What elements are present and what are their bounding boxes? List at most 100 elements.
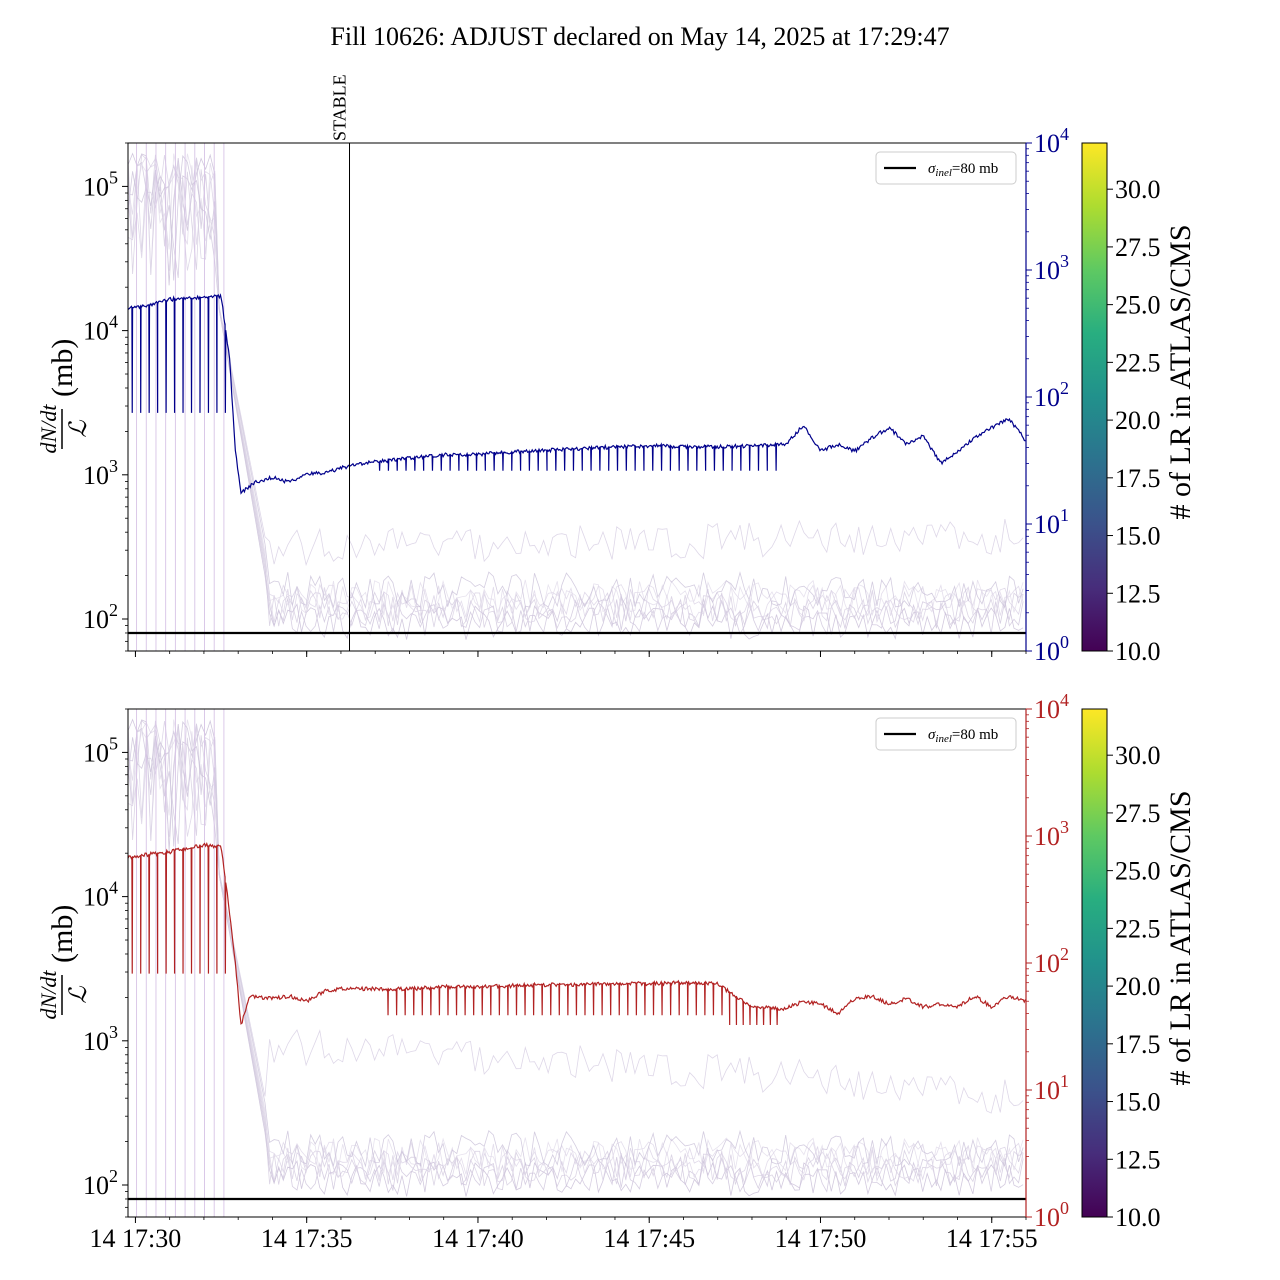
tick-exponent: 5 — [109, 167, 118, 187]
stable-label: STABLE — [330, 74, 350, 141]
colorbar-tick-label: 17.5 — [1115, 1030, 1161, 1059]
tick-exponent: 4 — [1060, 124, 1069, 144]
colorbar-tick-label: 22.5 — [1115, 348, 1161, 377]
background-series-line — [128, 724, 1024, 1184]
tick-exponent: 3 — [109, 456, 118, 476]
right-tick-label: 102 — [1034, 944, 1069, 978]
y-label-unit: (mb) — [46, 339, 79, 397]
x-tick-label: 14 17:45 — [603, 1224, 695, 1253]
background-series-line — [128, 154, 1024, 567]
colorbar-tick-label: 20.0 — [1115, 406, 1161, 435]
tick-exponent: 2 — [109, 600, 118, 620]
left-tick-label: 103 — [83, 1022, 118, 1056]
right-tick-label: 102 — [1034, 378, 1069, 412]
tick-exponent: 3 — [1060, 817, 1069, 837]
colorbar-tick-label: 27.5 — [1115, 799, 1161, 828]
colorbar: 10.0 12.5 15.0 17.5 20.0 22.5 25.0 27.5 30.0# of… — [1081, 142, 1197, 666]
legend-value: =80 mb — [952, 727, 998, 743]
y-axis-label: dN/dt ℒ (mb) — [36, 905, 92, 1020]
right-tick-label: 100 — [1034, 1198, 1069, 1232]
background-series-line — [128, 720, 1024, 1168]
colorbar-label: # of LR in ATLAS/CMS — [1164, 790, 1197, 1085]
background-series-line — [128, 152, 1024, 640]
left-tick-label: 104 — [83, 312, 118, 346]
y-label-denominator: ℒ — [66, 420, 92, 438]
tick-exponent: 3 — [1060, 251, 1069, 271]
colorbar-tick-label: 25.0 — [1115, 857, 1161, 886]
colorbar-tick-label: 10.0 — [1115, 1203, 1161, 1232]
right-tick-label: 103 — [1034, 251, 1069, 285]
right-tick-label: 104 — [1034, 690, 1069, 724]
legend-sigma: σ — [928, 727, 936, 743]
tick-exponent: 2 — [1060, 944, 1069, 964]
tick-exponent: 0 — [1060, 1198, 1069, 1218]
legend-box — [875, 717, 1017, 751]
legend: σinel=80 mb — [875, 717, 1017, 751]
tick-exponent: 4 — [109, 312, 118, 332]
colorbar-tick-label: 15.0 — [1115, 522, 1161, 551]
legend-sigma: σ — [928, 161, 936, 177]
colorbar-gradient — [1081, 142, 1108, 652]
plot-area — [128, 709, 1026, 1217]
legend-value: =80 mb — [952, 161, 998, 177]
tick-exponent: 4 — [109, 878, 118, 898]
background-series-line — [128, 718, 1024, 1197]
colorbar-label: # of LR in ATLAS/CMS — [1164, 224, 1197, 519]
y-axis-label: dN/dt ℒ (mb) — [36, 339, 92, 454]
background-series-line — [128, 723, 1024, 1193]
tick-exponent: 3 — [109, 1022, 118, 1042]
legend-label: σinel=80 mb — [928, 161, 998, 179]
plot-area — [128, 143, 1026, 651]
left-tick-label: 105 — [83, 733, 118, 767]
legend-subscript: inel — [935, 167, 952, 179]
tick-exponent: 1 — [1060, 505, 1069, 525]
tick-exponent: 0 — [1060, 632, 1069, 652]
left-tick-label: 105 — [83, 167, 118, 201]
tick-exponent: 4 — [1060, 690, 1069, 710]
colorbar-tick-label: 30.0 — [1115, 175, 1161, 204]
figure-title: Fill 10626: ADJUST declared on May 14, 2… — [330, 22, 949, 51]
y-label-numerator: dN/dt — [36, 970, 61, 1020]
axes-frame — [127, 142, 1027, 652]
colorbar-tick-label: 25.0 — [1115, 291, 1161, 320]
tick-exponent: 5 — [109, 733, 118, 753]
x-tick-label: 14 17:35 — [261, 1224, 353, 1253]
tick-exponent: 2 — [109, 1166, 118, 1186]
x-tick-label: 14 17:50 — [775, 1224, 867, 1253]
colorbar: 10.0 12.5 15.0 17.5 20.0 22.5 25.0 27.5 30.0# of… — [1081, 708, 1197, 1232]
right-tick-label: 100 — [1034, 632, 1069, 666]
legend-box — [875, 151, 1017, 185]
background-series-line — [128, 157, 1024, 636]
main-series-line — [128, 842, 1026, 1026]
left-tick-label: 104 — [83, 878, 118, 912]
right-tick-label: 103 — [1034, 817, 1069, 851]
background-series-line — [128, 720, 1024, 1114]
legend: σinel=80 mb — [875, 151, 1017, 185]
background-series-line — [128, 721, 1024, 1179]
legend-label: σinel=80 mb — [928, 727, 998, 745]
background-series-line — [128, 153, 1024, 618]
right-tick-label: 104 — [1034, 124, 1069, 158]
x-tick-label: 14 17:30 — [90, 1224, 182, 1253]
colorbar-tick-label: 12.5 — [1115, 1145, 1161, 1174]
tick-exponent: 2 — [1060, 378, 1069, 398]
colorbar-tick-label: 22.5 — [1115, 914, 1161, 943]
colorbar-tick-label: 30.0 — [1115, 741, 1161, 770]
colorbar-tick-label: 20.0 — [1115, 972, 1161, 1001]
x-tick-label: 14 17:40 — [432, 1224, 524, 1253]
y-label-denominator: ℒ — [66, 986, 92, 1004]
colorbar-tick-label: 27.5 — [1115, 233, 1161, 262]
background-series-line — [128, 154, 1024, 609]
colorbar-tick-label: 17.5 — [1115, 464, 1161, 493]
colorbar-tick-label: 10.0 — [1115, 637, 1161, 666]
left-tick-label: 103 — [83, 456, 118, 490]
legend-subscript: inel — [935, 733, 952, 745]
colorbar-tick-label: 12.5 — [1115, 579, 1161, 608]
right-tick-label: 101 — [1034, 1071, 1069, 1105]
background-series-line — [128, 155, 1024, 622]
y-label-unit: (mb) — [46, 905, 79, 963]
colorbar-gradient — [1081, 708, 1108, 1218]
x-tick-label: 14 17:55 — [946, 1224, 1038, 1253]
